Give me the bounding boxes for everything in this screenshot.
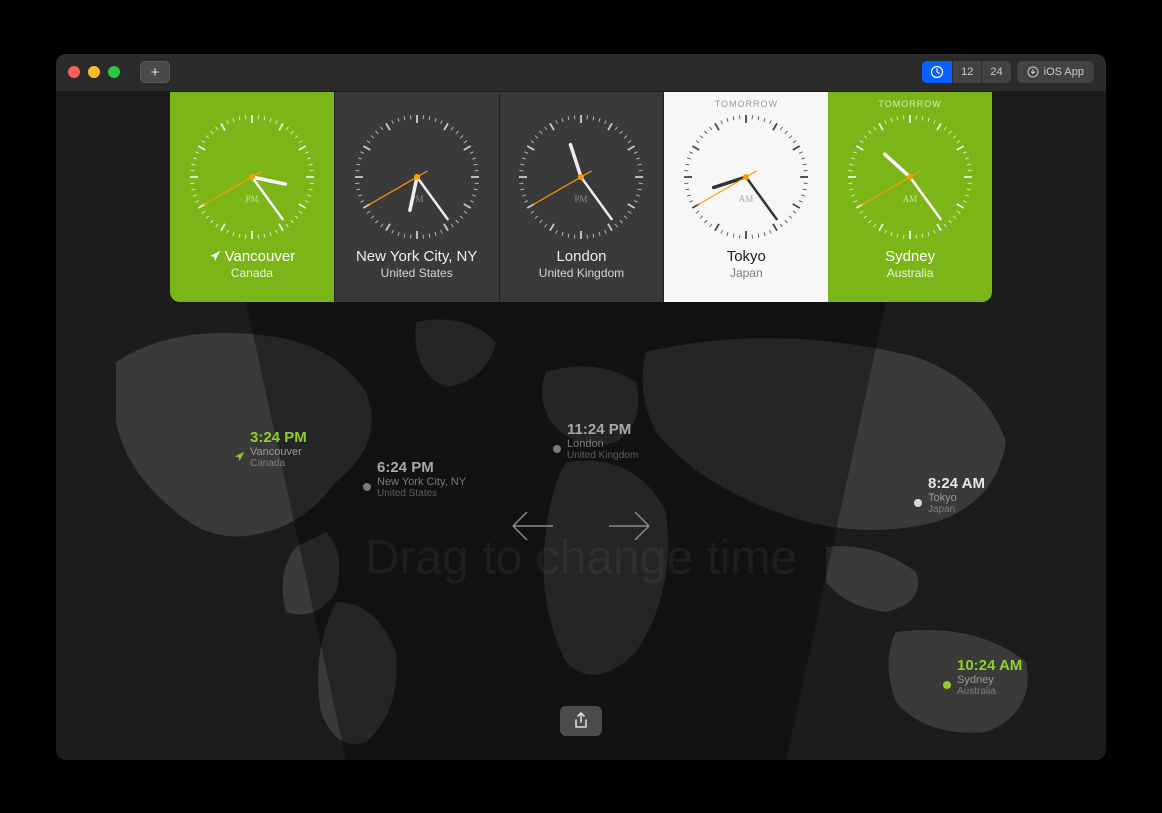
location-arrow-icon [234,451,245,465]
map-pin[interactable]: 6:24 PM New York City, NY United States [377,459,466,499]
svg-text:AM: AM [903,194,918,204]
clock-card[interactable]: TOMORROW AM Tokyo Japan [663,92,828,302]
ios-app-button[interactable]: iOS App [1017,61,1094,83]
pin-dot-icon [363,483,371,491]
clock-card[interactable]: PM New York City, NY United States [334,92,499,302]
location-arrow-icon [209,250,221,262]
pin-country: United States [377,488,466,499]
map-pin[interactable]: 10:24 AM Sydney Australia [957,657,1022,697]
ios-app-label: iOS App [1044,66,1084,78]
pin-time: 11:24 PM [567,421,638,438]
pin-time: 8:24 AM [928,475,985,492]
svg-text:AM: AM [739,194,754,204]
map-pin[interactable]: 3:24 PM Vancouver Canada [250,429,307,469]
view-mode-segmented: 12 24 [922,61,1011,83]
analog-clock-icon [930,65,944,79]
clock-face: AM [845,112,975,242]
map-pin[interactable]: 11:24 PM London United Kingdom [567,421,638,461]
clock-face: PM [352,112,482,242]
titlebar: + 12 24 iOS App [56,54,1106,92]
clock-card[interactable]: PM London United Kingdom [499,92,664,302]
pin-country: Canada [250,458,307,469]
svg-text:PM: PM [575,194,588,204]
clock-city: Vancouver [209,248,296,265]
pin-time: 3:24 PM [250,429,307,446]
close-window-button[interactable] [68,66,80,78]
pin-country: Australia [957,686,1022,697]
clock-card[interactable]: PM Vancouver Canada [170,92,334,302]
pin-country: United Kingdom [567,450,638,461]
arrow-right-icon [607,507,653,545]
map-pin[interactable]: 8:24 AM Tokyo Japan [928,475,985,515]
clock-card[interactable]: TOMORROW AM Sydney Australia [828,92,992,302]
pin-city: London [567,438,638,450]
pin-city: Vancouver [250,446,307,458]
clock-city: Tokyo [727,248,766,265]
pin-time: 6:24 PM [377,459,466,476]
clocks-row: PM Vancouver Canada PM New York City, NY… [170,92,992,302]
clock-face: PM [187,112,317,242]
svg-text:PM: PM [245,194,258,204]
pin-dot-icon [943,681,951,689]
clock-city: London [556,248,606,265]
plus-icon: + [151,64,160,81]
download-icon [1027,66,1039,78]
clock-country: Japan [730,266,763,280]
pin-country: Japan [928,504,985,515]
clock-city: Sydney [885,248,935,265]
clock-country: Canada [231,266,273,280]
clock-country: United Kingdom [539,266,624,280]
tomorrow-badge: TOMORROW [715,98,778,110]
fullscreen-window-button[interactable] [108,66,120,78]
clock-face: PM [516,112,646,242]
app-window: + 12 24 iOS App PM Vancouver Canada [56,54,1106,760]
world-map-area[interactable]: Drag to change time 3:24 PM Vancouver Ca… [56,302,1106,760]
view-mode-24h[interactable]: 24 [982,61,1010,83]
add-clock-button[interactable]: + [140,61,170,83]
clock-city: New York City, NY [356,248,477,265]
pin-city: New York City, NY [377,476,466,488]
clock-country: United States [381,266,453,280]
view-mode-12h[interactable]: 12 [953,61,982,83]
share-icon [573,712,589,730]
share-button[interactable] [560,706,602,736]
pin-city: Sydney [957,674,1022,686]
arrow-left-icon [509,507,555,545]
view-mode-analog[interactable] [922,61,953,83]
tomorrow-badge: TOMORROW [878,98,941,110]
clock-country: Australia [887,266,934,280]
minimize-window-button[interactable] [88,66,100,78]
pin-dot-icon [553,445,561,453]
clock-face: AM [681,112,811,242]
traffic-lights [68,66,120,78]
time-drag-arrows[interactable] [509,507,653,545]
pin-time: 10:24 AM [957,657,1022,674]
pin-city: Tokyo [928,492,985,504]
pin-dot-icon [914,499,922,507]
